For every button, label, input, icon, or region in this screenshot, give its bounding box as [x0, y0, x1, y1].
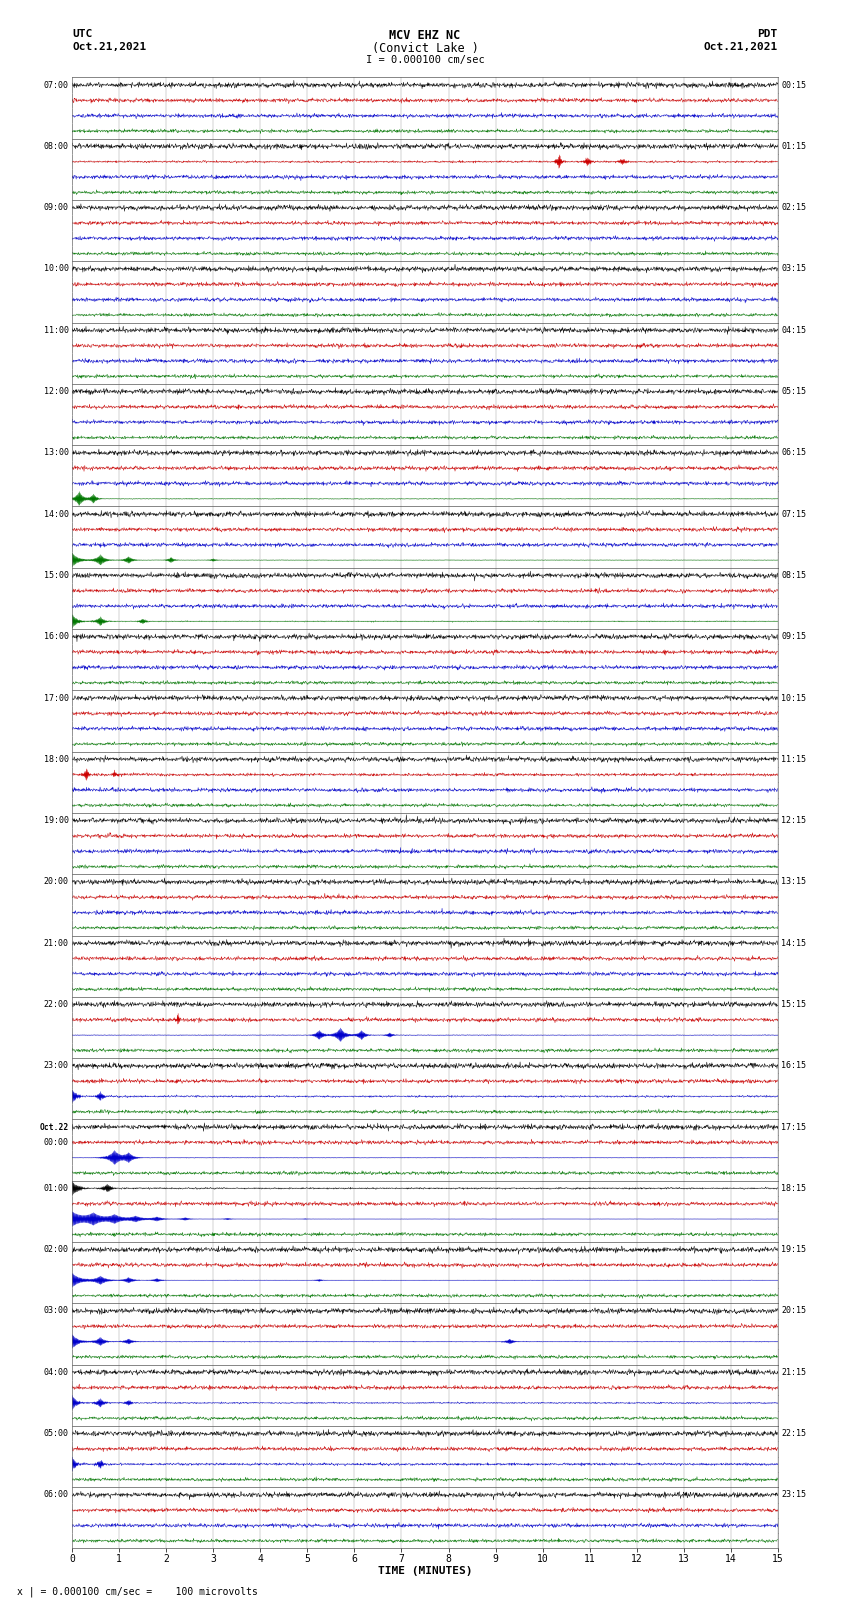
Text: 09:15: 09:15 [781, 632, 807, 642]
Text: 22:00: 22:00 [43, 1000, 69, 1010]
Text: 10:15: 10:15 [781, 694, 807, 703]
Text: 02:15: 02:15 [781, 203, 807, 213]
Text: x | = 0.000100 cm/sec =    100 microvolts: x | = 0.000100 cm/sec = 100 microvolts [17, 1586, 258, 1597]
Text: 21:00: 21:00 [43, 939, 69, 948]
Text: 02:00: 02:00 [43, 1245, 69, 1255]
Text: 21:15: 21:15 [781, 1368, 807, 1378]
Text: Oct.21,2021: Oct.21,2021 [704, 42, 778, 52]
Text: 13:15: 13:15 [781, 877, 807, 887]
Text: 14:15: 14:15 [781, 939, 807, 948]
Text: 17:15: 17:15 [781, 1123, 807, 1132]
Text: 10:00: 10:00 [43, 265, 69, 274]
Text: (Convict Lake ): (Convict Lake ) [371, 42, 479, 55]
Text: 03:00: 03:00 [43, 1307, 69, 1316]
Text: Oct.22: Oct.22 [39, 1123, 69, 1132]
Text: 23:00: 23:00 [43, 1061, 69, 1071]
Text: 05:15: 05:15 [781, 387, 807, 397]
Text: 07:15: 07:15 [781, 510, 807, 519]
Text: 12:00: 12:00 [43, 387, 69, 397]
Text: PDT: PDT [757, 29, 778, 39]
Text: 00:00: 00:00 [43, 1137, 69, 1147]
Text: 16:00: 16:00 [43, 632, 69, 642]
Text: 18:15: 18:15 [781, 1184, 807, 1194]
Text: 04:15: 04:15 [781, 326, 807, 336]
Text: 11:00: 11:00 [43, 326, 69, 336]
Text: 15:15: 15:15 [781, 1000, 807, 1010]
Text: 23:15: 23:15 [781, 1490, 807, 1500]
Text: 19:15: 19:15 [781, 1245, 807, 1255]
Text: 06:00: 06:00 [43, 1490, 69, 1500]
Text: 14:00: 14:00 [43, 510, 69, 519]
Text: 03:15: 03:15 [781, 265, 807, 274]
Text: 06:15: 06:15 [781, 448, 807, 458]
Text: Oct.21,2021: Oct.21,2021 [72, 42, 146, 52]
Text: 19:00: 19:00 [43, 816, 69, 826]
Text: UTC: UTC [72, 29, 93, 39]
Text: 08:00: 08:00 [43, 142, 69, 152]
Text: 07:00: 07:00 [43, 81, 69, 90]
Text: 18:00: 18:00 [43, 755, 69, 765]
Text: 13:00: 13:00 [43, 448, 69, 458]
Text: TIME (MINUTES): TIME (MINUTES) [377, 1566, 473, 1576]
Text: 09:00: 09:00 [43, 203, 69, 213]
Text: 12:15: 12:15 [781, 816, 807, 826]
Text: 11:15: 11:15 [781, 755, 807, 765]
Text: 17:00: 17:00 [43, 694, 69, 703]
Text: 20:00: 20:00 [43, 877, 69, 887]
Text: 08:15: 08:15 [781, 571, 807, 581]
Text: 22:15: 22:15 [781, 1429, 807, 1439]
Text: 05:00: 05:00 [43, 1429, 69, 1439]
Text: 00:15: 00:15 [781, 81, 807, 90]
Text: 20:15: 20:15 [781, 1307, 807, 1316]
Text: 01:00: 01:00 [43, 1184, 69, 1194]
Text: 01:15: 01:15 [781, 142, 807, 152]
Text: 16:15: 16:15 [781, 1061, 807, 1071]
Text: MCV EHZ NC: MCV EHZ NC [389, 29, 461, 42]
Text: I = 0.000100 cm/sec: I = 0.000100 cm/sec [366, 55, 484, 65]
Text: 04:00: 04:00 [43, 1368, 69, 1378]
Text: 15:00: 15:00 [43, 571, 69, 581]
